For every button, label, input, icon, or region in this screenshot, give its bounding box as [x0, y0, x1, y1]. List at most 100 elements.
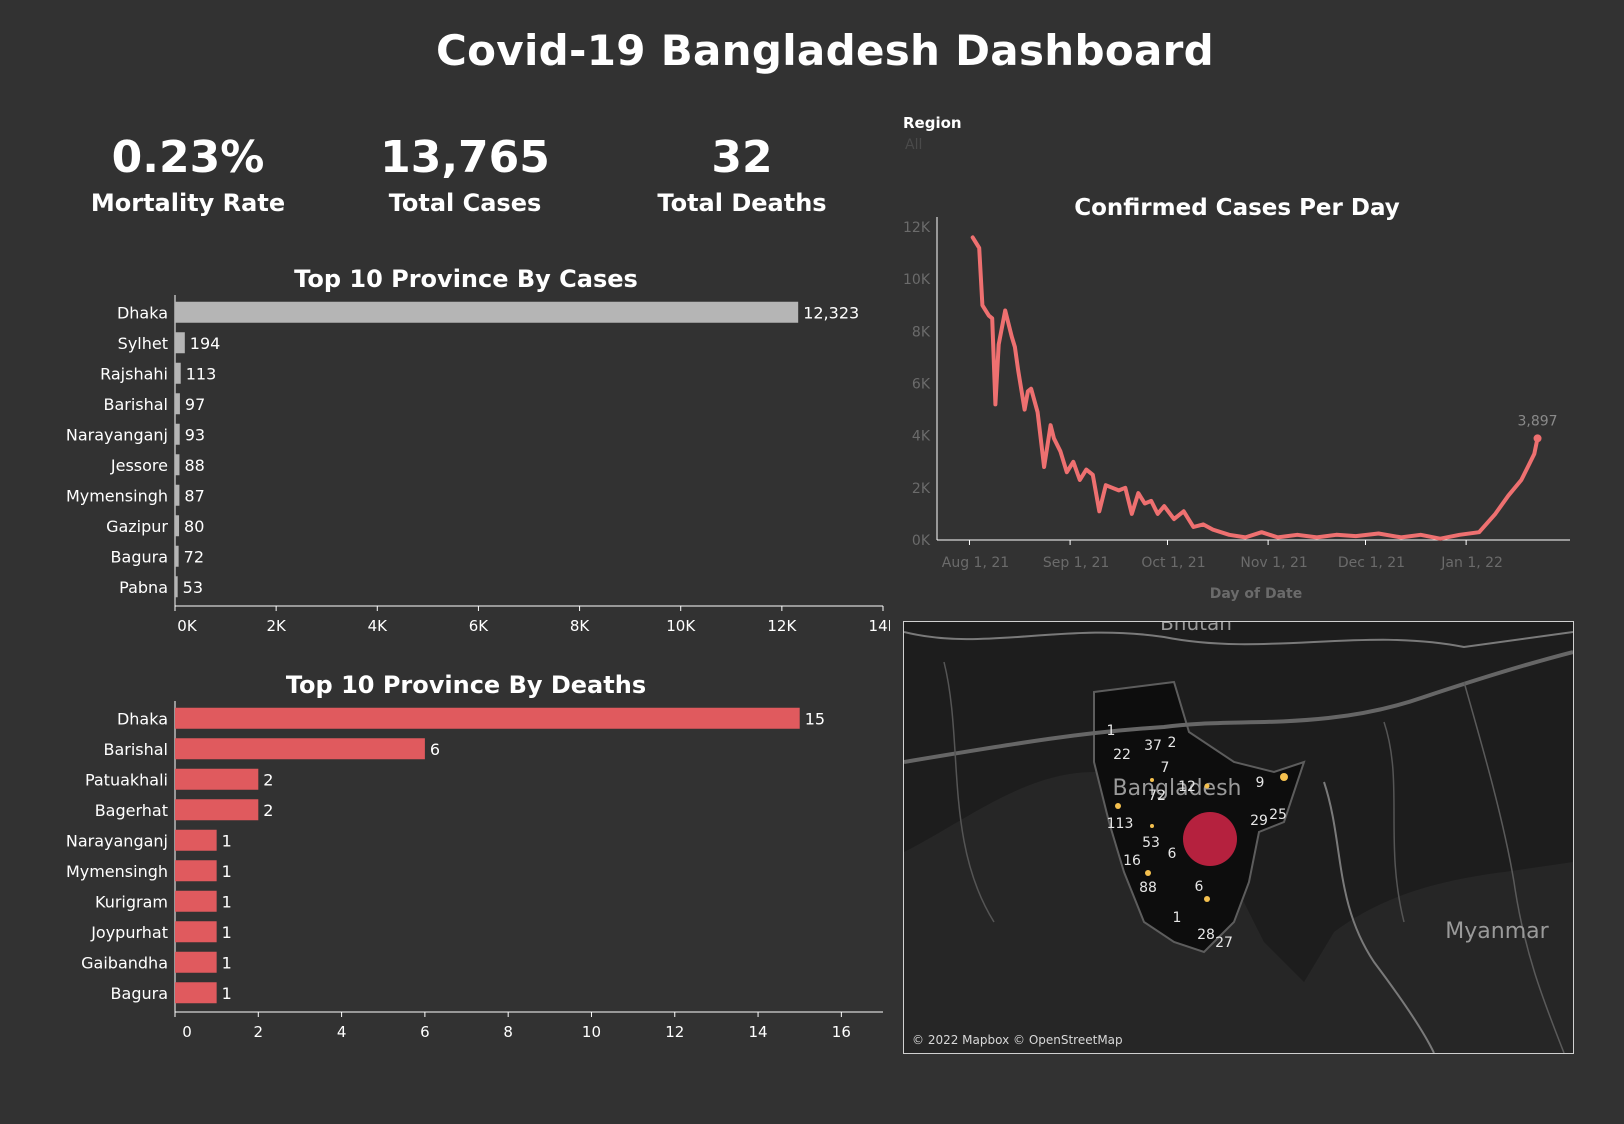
map-point[interactable]: [1115, 803, 1121, 809]
chart-title: Confirmed Cases Per Day: [1074, 195, 1400, 221]
data-label: 194: [190, 334, 221, 353]
map-value-label: 6: [1168, 846, 1177, 862]
x-tick-label: Sep 1, 21: [1043, 555, 1109, 571]
category-label: Patuakhali: [85, 770, 168, 789]
x-tick-label: 0: [182, 1023, 192, 1041]
data-label: 1: [222, 953, 232, 972]
kpi-label: Total Cases: [388, 189, 542, 217]
x-tick-label: Jan 1, 22: [1440, 555, 1503, 571]
chart-title: Top 10 Province By Deaths: [286, 671, 646, 699]
bar: [175, 738, 425, 760]
category-label: Dhaka: [117, 303, 168, 322]
y-tick-label: 12K: [903, 220, 931, 236]
category-label: Mymensingh: [66, 486, 168, 505]
data-label: 2: [263, 770, 273, 789]
category-label: Rajshahi: [100, 364, 168, 383]
map-river: [904, 650, 1573, 764]
data-label: 2: [263, 801, 273, 820]
map-point[interactable]: [1204, 783, 1210, 789]
province-map[interactable]: Bhutan Bangladesh Myanmar 1 22 37 2 7 12…: [903, 621, 1574, 1054]
x-tick-label: Aug 1, 21: [942, 555, 1009, 571]
end-point-label: 3,897: [1517, 413, 1557, 429]
end-point-marker: [1533, 434, 1542, 443]
category-label: Sylhet: [118, 334, 168, 353]
map-border: [1383, 721, 1405, 923]
data-label: 6: [430, 740, 440, 759]
data-label: 1: [222, 831, 232, 850]
bar: [175, 860, 217, 882]
map-value-label: 12: [1178, 779, 1196, 795]
kpi-total-cases: 13,765 Total Cases: [335, 130, 595, 220]
map-value-label: 22: [1113, 747, 1131, 763]
map-border: [904, 631, 1573, 649]
map-value-label: 72: [1148, 788, 1166, 804]
y-tick-label: 4K: [912, 429, 931, 445]
y-tick-label: 2K: [912, 481, 931, 497]
map-canvas: Bhutan Bangladesh Myanmar 1 22 37 2 7 12…: [904, 622, 1573, 1053]
category-label: Bagura: [111, 547, 168, 566]
map-border: [943, 661, 995, 923]
data-label: 12,323: [803, 303, 859, 322]
category-label: Bagerhat: [95, 801, 168, 820]
x-tick-label: 10: [582, 1023, 601, 1041]
data-label: 93: [185, 425, 205, 444]
x-axis-label: Day of Date: [1210, 586, 1302, 602]
x-tick-label: 16: [832, 1023, 851, 1041]
x-tick-label: Dec 1, 21: [1338, 555, 1405, 571]
category-label: Kurigram: [95, 892, 168, 911]
chart-title: Top 10 Province By Cases: [294, 265, 638, 293]
bar: [175, 362, 181, 384]
bar: [175, 423, 180, 445]
category-label: Gazipur: [106, 517, 168, 536]
region-filter-dropdown[interactable]: All: [905, 137, 923, 153]
map-value-label: 88: [1139, 880, 1157, 896]
category-label: Narayanganj: [66, 831, 168, 850]
map-value-labels: 1 22 37 2 7 12 9 72 113 29 25 53 6 16 88…: [1107, 723, 1287, 951]
map-value-label: 1: [1173, 910, 1182, 926]
bar: [175, 799, 259, 821]
y-tick-label: 6K: [912, 377, 931, 393]
map-value-label: 6: [1195, 879, 1204, 895]
x-tick-label: 14: [749, 1023, 768, 1041]
cases-bar-chart: Top 10 Province By Cases Dhaka 12,323 Sylh…: [66, 265, 890, 635]
category-label: Narayanganj: [66, 425, 168, 444]
map-point[interactable]: [1150, 824, 1154, 828]
map-hotspot-dhaka[interactable]: [1183, 812, 1237, 866]
x-tick-label: 2: [254, 1023, 264, 1041]
map-point[interactable]: [1145, 870, 1151, 876]
bar: [175, 332, 185, 354]
bar: [175, 890, 217, 912]
category-label: Pabna: [119, 578, 168, 597]
bar: [175, 515, 180, 537]
map-value-label: 29: [1250, 813, 1268, 829]
map-border: [1323, 781, 1435, 1053]
map-value-label: 28: [1197, 927, 1215, 943]
data-label: 87: [184, 486, 204, 505]
bar: [175, 921, 217, 943]
data-label: 1: [222, 862, 232, 881]
map-place-label: Myanmar: [1445, 919, 1549, 944]
x-tick-label: 14K: [869, 617, 890, 635]
map-point[interactable]: [1280, 773, 1288, 781]
kpi-label: Total Deaths: [657, 189, 827, 217]
cases-per-day-line-chart: Confirmed Cases Per Day Day of Date 0K 2K…: [903, 195, 1570, 602]
category-label: Bagura: [111, 984, 168, 1003]
bar: [175, 454, 180, 476]
category-label: Gaibandha: [81, 953, 168, 972]
map-point[interactable]: [1150, 778, 1154, 782]
bar: [175, 768, 259, 790]
data-label: 15: [805, 709, 825, 728]
category-label: Mymensingh: [66, 862, 168, 881]
bar: [175, 545, 179, 567]
category-label: Jessore: [110, 456, 168, 475]
kpi-value: 13,765: [380, 132, 550, 183]
data-label: 97: [185, 395, 205, 414]
bar: [175, 707, 800, 729]
data-label: 113: [186, 364, 217, 383]
map-value-label: 2: [1168, 735, 1177, 751]
map-point[interactable]: [1204, 896, 1210, 902]
map-value-label: 16: [1123, 853, 1141, 869]
map-value-label: 7: [1161, 760, 1170, 776]
kpi-mortality-rate: 0.23% Mortality Rate: [58, 130, 318, 220]
region-filter-label: Region: [903, 114, 962, 132]
